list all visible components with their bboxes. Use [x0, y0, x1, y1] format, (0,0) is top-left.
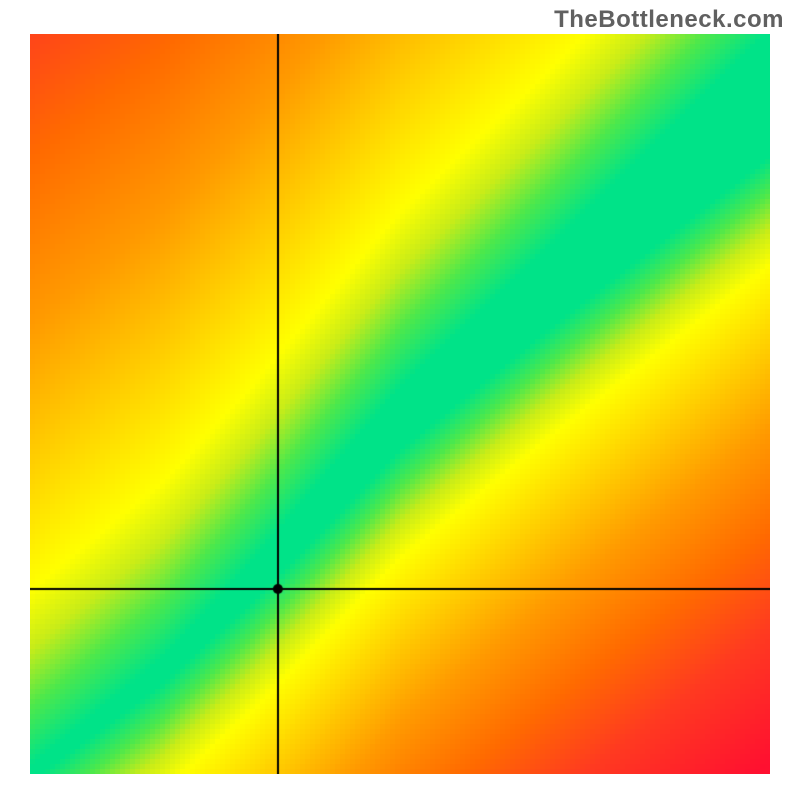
crosshair-overlay	[30, 34, 770, 774]
chart-container: TheBottleneck.com	[0, 0, 800, 800]
plot-area	[30, 34, 770, 774]
watermark-text: TheBottleneck.com	[554, 6, 784, 34]
